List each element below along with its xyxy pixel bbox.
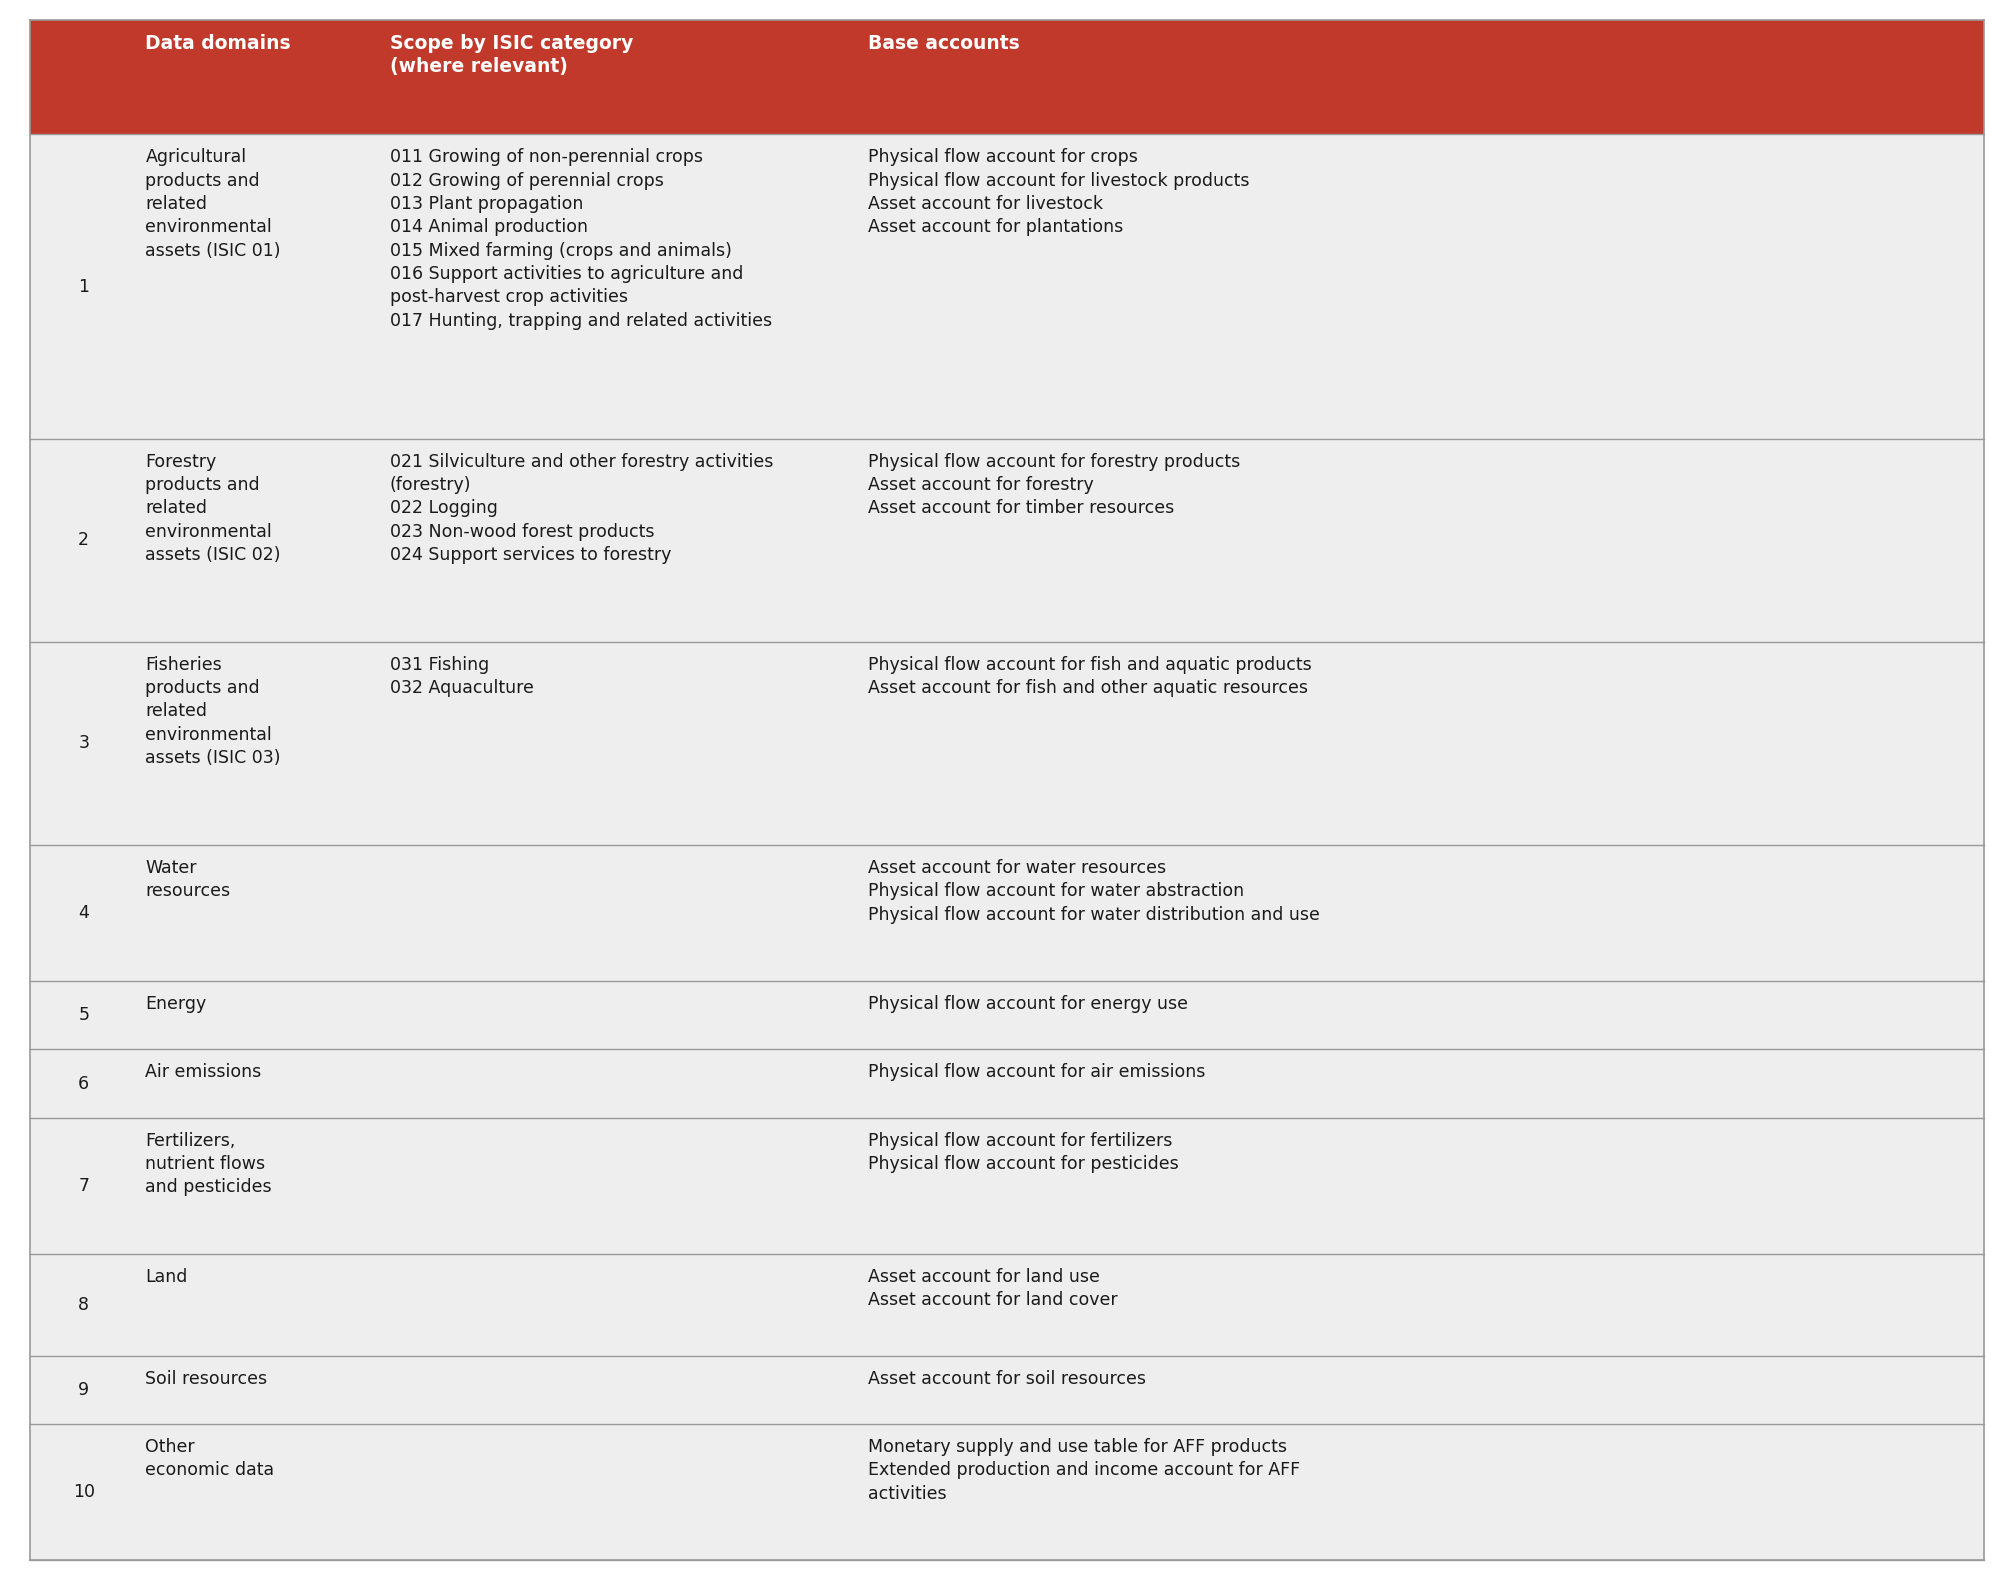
Text: Land: Land [145, 1267, 187, 1286]
Bar [30, 1356, 1984, 1424]
Text: Base accounts: Base accounts [868, 33, 1021, 52]
Text: Physical flow account for fish and aquatic products
Asset account for fish and o: Physical flow account for fish and aquat… [868, 656, 1313, 697]
Bar [30, 981, 1984, 1049]
Text: Scope by ISIC category
(where relevant): Scope by ISIC category (where relevant) [391, 33, 632, 76]
Text: 4: 4 [79, 904, 89, 923]
Text: Water
resources: Water resources [145, 860, 230, 901]
Text: Soil resources: Soil resources [145, 1370, 268, 1387]
Text: Asset account for soil resources: Asset account for soil resources [868, 1370, 1146, 1387]
Text: Fertilizers,
nutrient flows
and pesticides: Fertilizers, nutrient flows and pesticid… [145, 1131, 272, 1196]
Bar [30, 1424, 1984, 1559]
Text: Physical flow account for air emissions: Physical flow account for air emissions [868, 1063, 1206, 1081]
Text: Physical flow account for crops
Physical flow account for livestock products
Ass: Physical flow account for crops Physical… [868, 149, 1251, 237]
Text: Physical flow account for fertilizers
Physical flow account for pesticides: Physical flow account for fertilizers Ph… [868, 1131, 1180, 1172]
Text: 021 Silviculture and other forestry activities
(forestry)
022 Logging
023 Non-wo: 021 Silviculture and other forestry acti… [391, 452, 773, 564]
Text: 3: 3 [79, 735, 89, 752]
Text: Data domains: Data domains [145, 33, 292, 52]
Text: 10: 10 [73, 1484, 95, 1501]
Text: Physical flow account for energy use: Physical flow account for energy use [868, 995, 1188, 1013]
Text: 7: 7 [79, 1177, 89, 1194]
Bar [30, 21, 1984, 134]
Bar [30, 1049, 1984, 1117]
Text: Physical flow account for forestry products
Asset account for forestry
Asset acc: Physical flow account for forestry produ… [868, 452, 1241, 517]
Bar [30, 1117, 1984, 1253]
Text: Energy: Energy [145, 995, 207, 1013]
Text: 031 Fishing
032 Aquaculture: 031 Fishing 032 Aquaculture [391, 656, 534, 697]
Text: 1: 1 [79, 278, 89, 295]
Text: Monetary supply and use table for AFF products
Extended production and income ac: Monetary supply and use table for AFF pr… [868, 1438, 1301, 1503]
Text: Asset account for land use
Asset account for land cover: Asset account for land use Asset account… [868, 1267, 1118, 1308]
Text: 011 Growing of non-perennial crops
012 Growing of perennial crops
013 Plant prop: 011 Growing of non-perennial crops 012 G… [391, 149, 771, 330]
Text: 9: 9 [79, 1381, 89, 1398]
Bar [30, 439, 1984, 641]
Text: Fisheries
products and
related
environmental
assets (ISIC 03): Fisheries products and related environme… [145, 656, 282, 766]
Text: Agricultural
products and
related
environmental
assets (ISIC 01): Agricultural products and related enviro… [145, 149, 282, 259]
Text: 5: 5 [79, 1006, 89, 1024]
Text: 2: 2 [79, 531, 89, 550]
Text: Asset account for water resources
Physical flow account for water abstraction
Ph: Asset account for water resources Physic… [868, 860, 1321, 924]
Bar [30, 845, 1984, 981]
Bar [30, 134, 1984, 439]
Text: Air emissions: Air emissions [145, 1063, 262, 1081]
Bar [30, 1253, 1984, 1356]
Text: 8: 8 [79, 1296, 89, 1313]
Text: Other
economic data: Other economic data [145, 1438, 274, 1479]
Text: Forestry
products and
related
environmental
assets (ISIC 02): Forestry products and related environmen… [145, 452, 282, 564]
Bar [30, 641, 1984, 845]
Text: 6: 6 [79, 1074, 89, 1092]
